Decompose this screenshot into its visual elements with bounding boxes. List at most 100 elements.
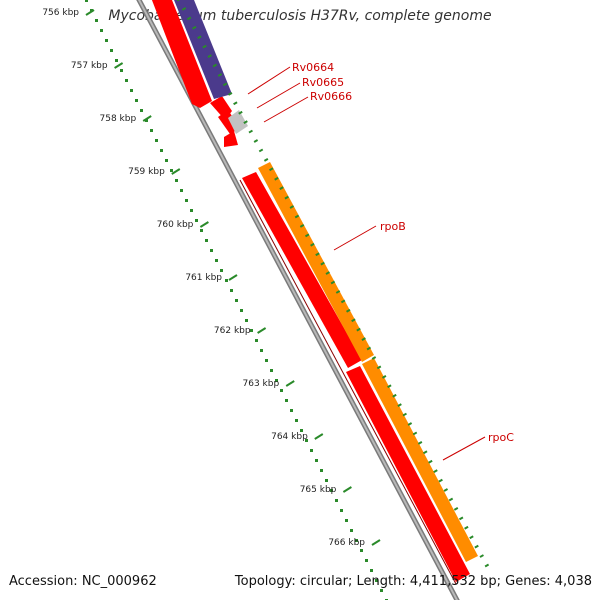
tick-dot	[285, 399, 288, 402]
tick-dash	[423, 450, 428, 455]
tick-dash	[289, 205, 295, 209]
tick-label: 758 kbp	[100, 114, 137, 124]
tick-dot	[265, 359, 268, 362]
tick-dot	[335, 499, 338, 502]
tick-dash	[279, 186, 284, 191]
tick-dot	[300, 429, 303, 432]
tick-dash	[361, 337, 366, 341]
tick-dash	[274, 176, 279, 181]
tick-dot	[220, 269, 223, 272]
gene-rpoC-orange	[362, 358, 478, 562]
tick-dot	[245, 319, 248, 322]
tick-dash	[253, 139, 259, 143]
tick-dot	[105, 39, 108, 42]
tick-dash	[212, 63, 218, 68]
tick-label: 761 kbp	[185, 273, 222, 283]
tick-dash	[335, 290, 341, 294]
tick-label: 763 kbp	[243, 379, 280, 389]
tick-dash	[325, 271, 330, 275]
tick-dash	[356, 327, 361, 332]
tick-dot	[275, 379, 278, 382]
feature-purple	[174, 0, 232, 99]
tick-dot	[100, 29, 103, 32]
gene-label-rv0664: Rv0664	[292, 61, 334, 74]
tick-major	[85, 9, 95, 16]
gene-label-leaders	[247, 66, 486, 461]
tick-label: 766 kbp	[328, 538, 365, 548]
tick-dot	[165, 159, 168, 162]
tick-major	[114, 62, 124, 69]
tick-dash	[330, 280, 336, 285]
tick-dash	[217, 73, 223, 77]
tick-dot	[95, 19, 98, 22]
tick-dot	[240, 309, 243, 312]
tick-dash	[243, 120, 248, 124]
tick-dot	[195, 219, 198, 222]
tick-dash	[433, 469, 438, 474]
tick-dash	[294, 214, 300, 219]
tick-dash	[407, 422, 413, 426]
tick-dash	[428, 459, 433, 464]
cds-edge-line	[239, 179, 457, 585]
gene-label-rv0666: Rv0666	[310, 90, 352, 103]
tick-dash	[248, 129, 253, 134]
tick-major	[371, 539, 381, 546]
tick-dash	[197, 35, 202, 40]
gene-label-rpob: rpoB	[380, 220, 406, 233]
tick-dot	[190, 209, 193, 212]
tick-major	[314, 433, 324, 440]
tick-major	[257, 327, 267, 334]
tick-dot	[180, 189, 183, 192]
backbone-inner	[137, 0, 459, 600]
tick-dash	[227, 91, 233, 96]
tick-label: 756 kbp	[42, 8, 79, 18]
tick-dash	[310, 242, 315, 247]
tick-dash	[207, 54, 212, 58]
tick-dash	[269, 167, 274, 172]
tick-dash	[397, 403, 402, 407]
tick-dot	[85, 0, 88, 2]
cds-rpoB-red	[242, 172, 362, 368]
tick-major	[171, 168, 181, 175]
tick-dot	[280, 389, 283, 392]
tick-major	[285, 380, 295, 387]
tick-dot	[270, 369, 273, 372]
tick-dot	[160, 149, 163, 152]
tick-dash	[392, 393, 397, 398]
tick-major	[228, 274, 238, 281]
tick-dash	[202, 44, 207, 49]
tick-label: 759 kbp	[128, 167, 165, 177]
tick-dash	[186, 16, 192, 21]
tick-dot	[155, 139, 158, 142]
tick-dot	[365, 559, 368, 562]
tick-dot	[125, 79, 128, 82]
gene-labels: Rv0664 Rv0665 Rv0666 rpoB rpoC	[292, 61, 514, 444]
tick-dot	[295, 419, 298, 422]
tick-dash	[474, 544, 479, 549]
tick-dash	[238, 110, 243, 115]
tick-dot	[135, 99, 138, 102]
tick-dash	[417, 441, 423, 445]
tick-dot	[145, 119, 148, 122]
tick-dash	[304, 233, 310, 238]
tick-dot	[360, 549, 363, 552]
tick-label: 760 kbp	[157, 220, 194, 230]
tick-dash	[346, 308, 351, 313]
tick-dash	[351, 318, 356, 323]
tick-dash	[453, 507, 459, 511]
tick-dot	[255, 339, 258, 342]
tick-dash	[320, 261, 325, 266]
tick-dash	[284, 195, 289, 200]
tick-major	[142, 115, 152, 122]
tick-dash	[479, 554, 484, 558]
tick-dash	[381, 374, 387, 379]
tick-dash	[448, 497, 454, 502]
tick-dot	[120, 69, 123, 72]
tick-dash	[484, 563, 490, 568]
tick-label: 764 kbp	[271, 432, 308, 442]
tick-dash	[371, 356, 377, 360]
tick-label: 757 kbp	[71, 61, 108, 71]
tick-labels: 756 kbp 757 kbp 758 kbp 759 kbp 760 kbp 761 k…	[42, 8, 365, 548]
tick-dot	[235, 299, 238, 302]
